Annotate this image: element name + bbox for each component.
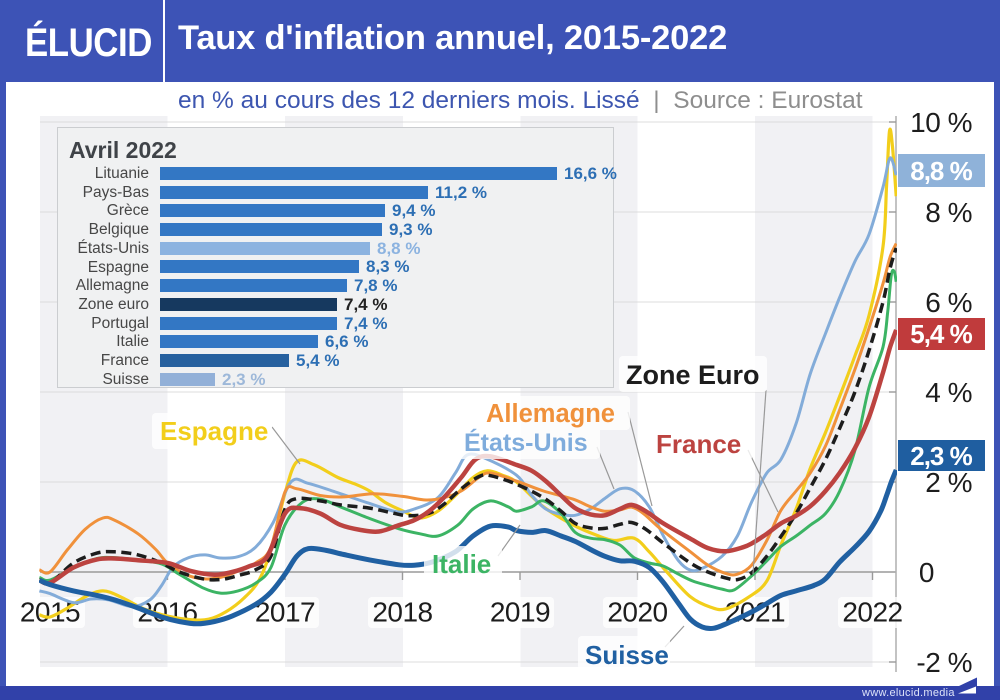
svg-text:10 %: 10 % — [910, 107, 972, 138]
svg-text:5,4 %: 5,4 % — [910, 319, 972, 349]
svg-text:4 %: 4 % — [925, 377, 972, 408]
svg-text:8 %: 8 % — [925, 197, 972, 228]
svg-text:8,8 %: 8,8 % — [910, 156, 972, 186]
svg-text:France: France — [656, 429, 741, 459]
svg-text:2017: 2017 — [255, 597, 315, 628]
svg-text:2018: 2018 — [372, 597, 432, 628]
svg-text:2020: 2020 — [607, 597, 667, 628]
svg-text:2,3 %: 2,3 % — [910, 441, 972, 471]
svg-text:Espagne: Espagne — [160, 416, 268, 446]
svg-text:2022: 2022 — [842, 597, 902, 628]
svg-text:6 %: 6 % — [925, 287, 972, 318]
svg-text:Allemagne: Allemagne — [486, 400, 615, 428]
svg-text:États-Unis: États-Unis — [464, 428, 588, 457]
svg-text:Zone Euro: Zone Euro — [626, 360, 760, 390]
svg-text:0: 0 — [919, 557, 934, 588]
svg-text:2019: 2019 — [490, 597, 550, 628]
svg-text:Suisse: Suisse — [585, 640, 669, 670]
svg-text:-2 %: -2 % — [916, 647, 972, 678]
svg-text:2 %: 2 % — [925, 467, 972, 498]
svg-text:Italie: Italie — [432, 549, 491, 579]
